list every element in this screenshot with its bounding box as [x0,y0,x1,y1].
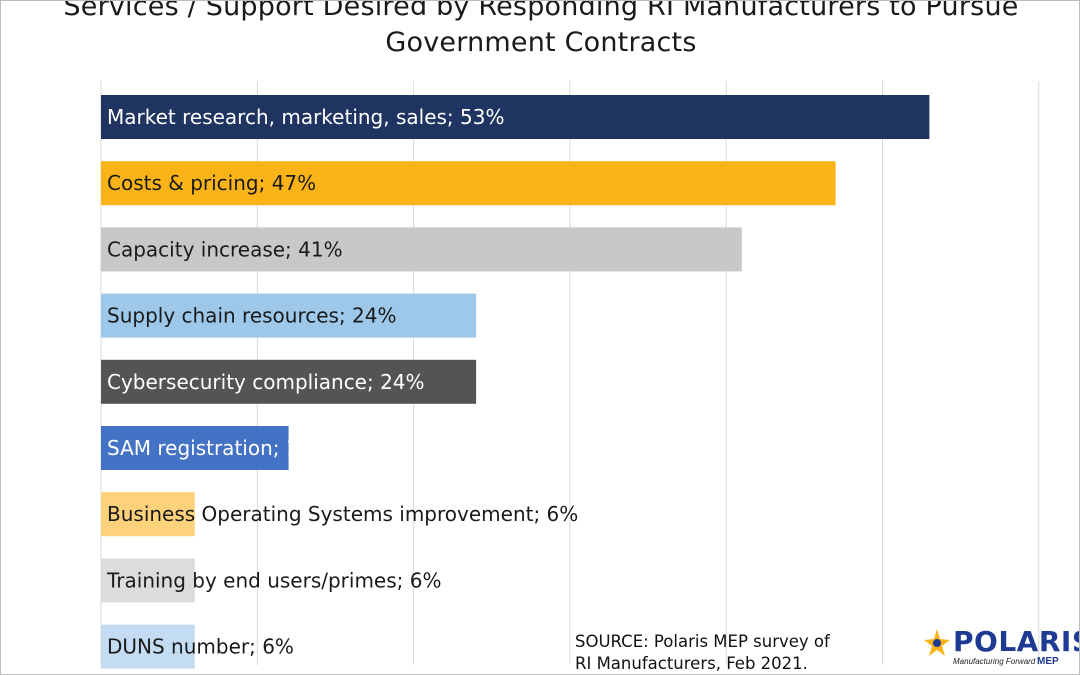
polaris-logo: POLARIS Manufacturing Forward MEP [923,626,1079,670]
chart-title: Services / Support Desired by Responding… [63,0,1019,58]
source-line-2: RI Manufacturers, Feb 2021. [575,654,808,673]
bar-label-5: SAM registration; 12% [107,436,330,460]
bar-1 [101,161,836,206]
bar-3 [101,293,477,338]
bar-label-1: Costs & pricing; 47% [107,171,316,195]
star-icon [924,629,950,656]
bar-label-8: DUNS number; 6% [107,635,294,659]
source-line-1: SOURCE: Polaris MEP survey of [575,632,830,651]
bar-labels: Market research, marketing, sales; 53% Co… [106,105,578,659]
bar-8 [101,624,195,669]
bar-label-2: Capacity increase; 41% [107,237,343,261]
bar-label-6: Business Operating Systems improvement; … [107,502,578,526]
bar-4 [101,359,477,404]
bar-6 [101,492,195,537]
logo-wordmark: POLARIS [953,625,1080,658]
bar-5 [101,426,289,470]
logo-suffix: MEP [1037,656,1059,667]
bar-label-0: Market research, marketing, sales; 53% [107,105,504,129]
logo-tagline: Manufacturing Forward [953,657,1036,666]
bar-label-7: Training by end users/primes; 6% [106,568,441,592]
bars [101,95,930,669]
source-note: SOURCE: Polaris MEP survey of RI Manufac… [575,631,830,674]
bar-7 [101,558,195,603]
bar-label-4: Cybersecurity compliance; 24% [107,370,425,394]
bar-label-3: Supply chain resources; 24% [107,304,397,328]
bar-0 [101,95,930,139]
bar-2 [101,227,742,272]
